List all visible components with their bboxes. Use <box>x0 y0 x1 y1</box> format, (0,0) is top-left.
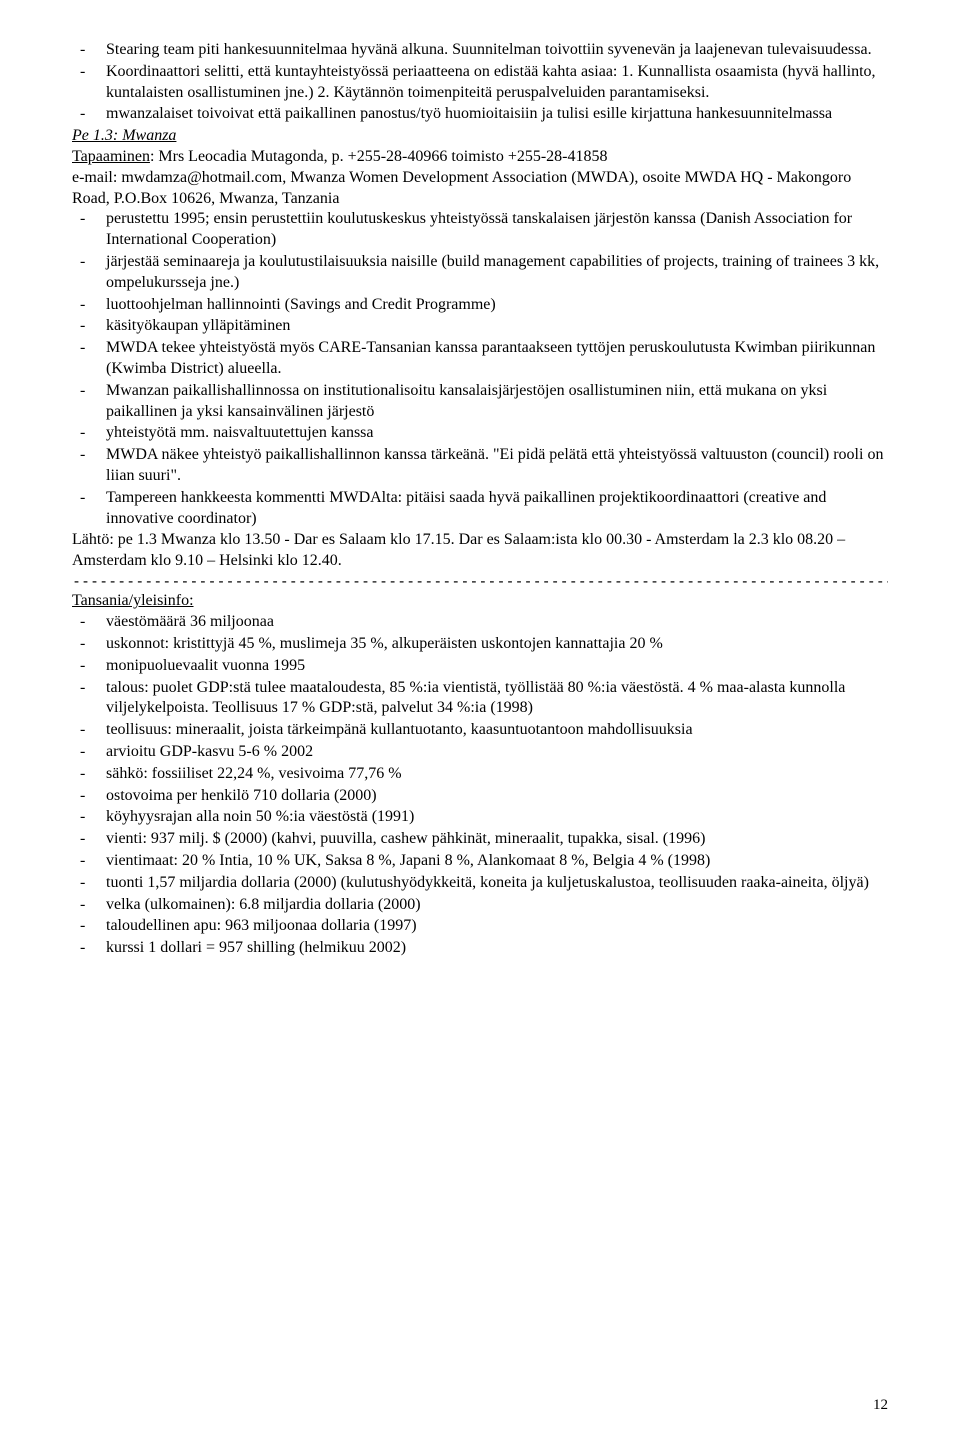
list-item: Mwanzan paikallishallinnossa on institut… <box>72 381 888 423</box>
list-item: Koordinaattori selitti, että kuntayhteis… <box>72 62 888 104</box>
divider-line: ----------------------------------------… <box>72 572 888 592</box>
list-item: MWDA tekee yhteistyöstä myös CARE-Tansan… <box>72 338 888 380</box>
email-line: e-mail: mwdamza@hotmail.com, Mwanza Wome… <box>72 169 851 207</box>
heading-text: Pe 1.3: Mwanza <box>72 127 176 144</box>
list-item: arvioitu GDP-kasvu 5-6 % 2002 <box>72 742 888 763</box>
list-item: kurssi 1 dollari = 957 shilling (helmiku… <box>72 938 888 959</box>
document-page: Stearing team piti hankesuunnitelmaa hyv… <box>0 0 960 1451</box>
list-item: monipuoluevaalit vuonna 1995 <box>72 656 888 677</box>
list-item: väestömäärä 36 miljoonaa <box>72 612 888 633</box>
list-item: mwanzalaiset toivoivat että paikallinen … <box>72 104 888 125</box>
list-item: käsityökaupan ylläpitäminen <box>72 316 888 337</box>
list-item: sähkö: fossiiliset 22,24 %, vesivoima 77… <box>72 764 888 785</box>
section-heading-pe13: Pe 1.3: Mwanza <box>72 126 888 147</box>
list-item: luottoohjelman hallinnointi (Savings and… <box>72 295 888 316</box>
list-item: talous: puolet GDP:stä tulee maataloudes… <box>72 678 888 720</box>
page-number: 12 <box>873 1396 888 1416</box>
list-item: perustettu 1995; ensin perustettiin koul… <box>72 209 888 251</box>
list-item: ostovoima per henkilö 710 dollaria (2000… <box>72 786 888 807</box>
departure-paragraph: Lähtö: pe 1.3 Mwanza klo 13.50 - Dar es … <box>72 530 888 572</box>
list-item: uskonnot: kristittyjä 45 %, muslimeja 35… <box>72 634 888 655</box>
list-item: vientimaat: 20 % Intia, 10 % UK, Saksa 8… <box>72 851 888 872</box>
list-item: yhteistyötä mm. naisvaltuutettujen kanss… <box>72 423 888 444</box>
list-item: järjestää seminaareja ja koulutustilaisu… <box>72 252 888 294</box>
list-item: velka (ulkomainen): 6.8 miljardia dollar… <box>72 895 888 916</box>
list-item: Stearing team piti hankesuunnitelmaa hyv… <box>72 40 888 61</box>
list-item: tuonti 1,57 miljardia dollaria (2000) (k… <box>72 873 888 894</box>
mwda-bullet-list: perustettu 1995; ensin perustettiin koul… <box>72 209 888 529</box>
list-item: köyhyysrajan alla noin 50 %:ia väestöstä… <box>72 807 888 828</box>
top-bullet-list: Stearing team piti hankesuunnitelmaa hyv… <box>72 40 888 125</box>
contact-line: : Mrs Leocadia Mutagonda, p. +255-28-409… <box>150 148 608 165</box>
list-item: vienti: 937 milj. $ (2000) (kahvi, puuvi… <box>72 829 888 850</box>
list-item: taloudellinen apu: 963 miljoonaa dollari… <box>72 916 888 937</box>
contact-block: Tapaaminen: Mrs Leocadia Mutagonda, p. +… <box>72 147 888 209</box>
list-item: teollisuus: mineraalit, joista tärkeimpä… <box>72 720 888 741</box>
heading-text: Tansania/yleisinfo: <box>72 592 194 609</box>
tanzania-bullet-list: väestömäärä 36 miljoonaa uskonnot: krist… <box>72 612 888 959</box>
list-item: MWDA näkee yhteistyö paikallishallinnon … <box>72 445 888 487</box>
tanzania-heading: Tansania/yleisinfo: <box>72 591 888 612</box>
list-item: Tampereen hankkeesta kommentti MWDAlta: … <box>72 488 888 530</box>
tapaaminen-label: Tapaaminen <box>72 148 150 165</box>
